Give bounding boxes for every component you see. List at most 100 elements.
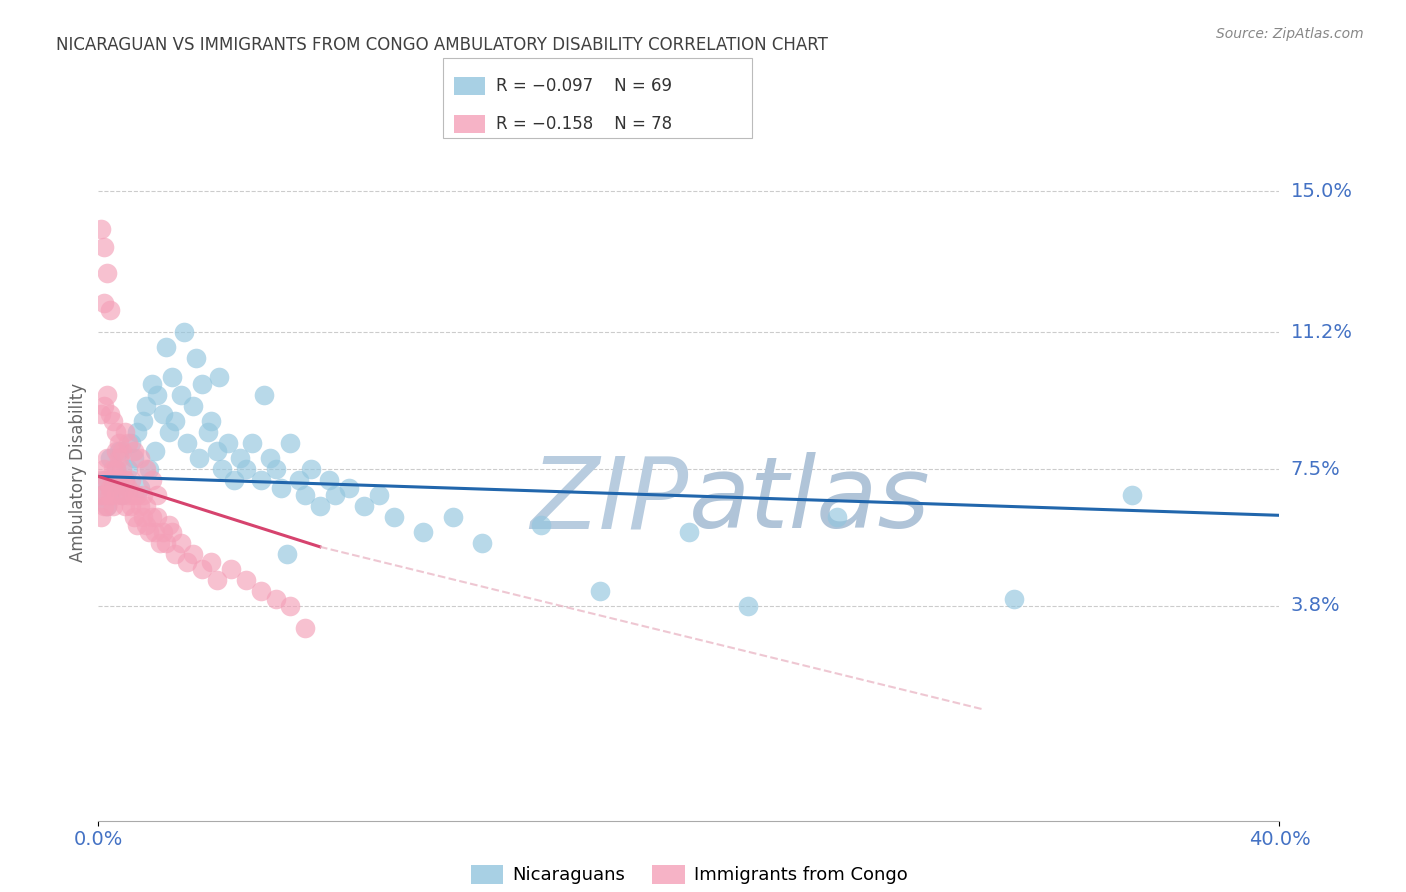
Point <box>294 488 316 502</box>
Point <box>200 555 222 569</box>
Text: R = −0.158    N = 78: R = −0.158 N = 78 <box>496 115 672 133</box>
Point <box>259 450 281 465</box>
Point <box>93 462 115 476</box>
Point <box>128 481 150 495</box>
Y-axis label: Ambulatory Disability: Ambulatory Disability <box>69 384 87 562</box>
Point <box>132 510 155 524</box>
Point <box>278 599 302 613</box>
Point <box>205 443 228 458</box>
Point <box>235 573 257 587</box>
Point <box>122 450 145 465</box>
Point <box>165 547 187 561</box>
Point <box>90 510 112 524</box>
Point <box>181 399 204 413</box>
Point <box>111 488 134 502</box>
Point <box>132 414 155 428</box>
Point <box>737 599 759 613</box>
Point <box>114 425 136 439</box>
Point <box>176 436 198 450</box>
Point <box>294 621 316 635</box>
Point <box>264 462 287 476</box>
Point <box>181 547 204 561</box>
Point <box>138 462 160 476</box>
Point <box>117 488 139 502</box>
Point <box>93 295 115 310</box>
Point <box>96 450 118 465</box>
Point <box>318 473 340 487</box>
Point <box>278 436 302 450</box>
Point <box>224 473 246 487</box>
Point <box>111 488 134 502</box>
Text: NICARAGUAN VS IMMIGRANTS FROM CONGO AMBULATORY DISABILITY CORRELATION CHART: NICARAGUAN VS IMMIGRANTS FROM CONGO AMBU… <box>56 36 828 54</box>
Point <box>103 499 125 513</box>
Point <box>471 536 494 550</box>
Point <box>143 524 166 539</box>
Point <box>108 473 131 487</box>
Text: atlas: atlas <box>689 452 931 549</box>
Legend: Nicaraguans, Immigrants from Congo: Nicaraguans, Immigrants from Congo <box>464 858 914 892</box>
Point <box>162 524 183 539</box>
Point <box>105 462 128 476</box>
Point <box>157 425 180 439</box>
Point <box>157 517 180 532</box>
Text: 11.2%: 11.2% <box>1291 323 1353 342</box>
Point <box>105 443 128 458</box>
Point <box>111 462 134 476</box>
Point <box>146 510 169 524</box>
Point <box>93 473 115 487</box>
Point <box>200 414 222 428</box>
Point <box>191 562 214 576</box>
Point <box>98 481 121 495</box>
Point <box>253 388 276 402</box>
Point <box>211 462 233 476</box>
Point <box>111 443 134 458</box>
Point <box>441 510 464 524</box>
Point <box>165 414 187 428</box>
Point <box>105 462 128 476</box>
Point <box>105 488 128 502</box>
Point <box>98 450 121 465</box>
Point <box>90 488 112 502</box>
Point <box>90 488 112 502</box>
Point <box>114 473 136 487</box>
Text: Source: ZipAtlas.com: Source: ZipAtlas.com <box>1216 27 1364 41</box>
Point <box>120 436 142 450</box>
Point <box>270 481 292 495</box>
Point <box>250 473 273 487</box>
Point <box>93 488 115 502</box>
Point <box>135 499 157 513</box>
Point <box>120 499 142 513</box>
Point <box>678 524 700 539</box>
Point <box>299 462 322 476</box>
Point <box>98 302 121 317</box>
Point <box>117 481 139 495</box>
Point <box>146 388 169 402</box>
Point <box>152 524 174 539</box>
Point <box>122 488 145 502</box>
Point <box>117 436 139 450</box>
Point <box>103 462 125 476</box>
Point <box>146 488 169 502</box>
Point <box>125 517 148 532</box>
Point <box>108 443 131 458</box>
Point <box>825 510 848 524</box>
Point <box>120 473 142 487</box>
Point <box>138 524 160 539</box>
Point <box>141 510 163 524</box>
Point <box>125 425 148 439</box>
Point <box>90 473 112 487</box>
Text: 7.5%: 7.5% <box>1291 459 1340 479</box>
Point <box>96 388 118 402</box>
Point <box>93 499 115 513</box>
Point <box>530 517 553 532</box>
Point <box>217 436 239 450</box>
Point <box>170 536 193 550</box>
Point <box>170 388 193 402</box>
Text: 3.8%: 3.8% <box>1291 597 1340 615</box>
Point <box>93 399 115 413</box>
Point <box>323 488 346 502</box>
Point <box>250 584 273 599</box>
Point <box>197 425 219 439</box>
Point <box>103 481 125 495</box>
Point <box>135 462 157 476</box>
